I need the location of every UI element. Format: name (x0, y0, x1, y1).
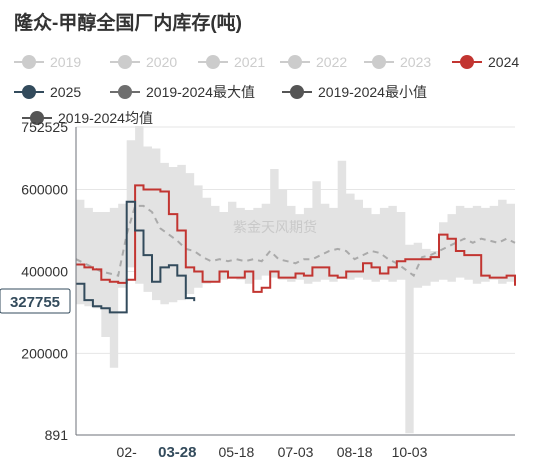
series-line-2025 (76, 200, 196, 314)
legend-circle-icon (14, 55, 44, 69)
legend-item-2020[interactable]: 2020 (110, 52, 177, 72)
legend-item-2019-2024最大值[interactable]: 2019-2024最大值 (110, 82, 255, 102)
legend-label: 2023 (400, 54, 432, 70)
legend-item-2025[interactable]: 2025 (14, 82, 81, 102)
x-tick-label: 07-03 (278, 444, 314, 460)
legend-circle-icon (364, 55, 394, 69)
legend-circle-icon (452, 55, 482, 69)
watermark-text: 紫金天风期货 (233, 219, 317, 235)
legend-item-2022[interactable]: 2022 (280, 52, 347, 72)
legend-item-2021[interactable]: 2021 (198, 52, 265, 72)
legend-circle-icon (280, 55, 310, 69)
y-axis-pointer-label: 327755 (10, 294, 60, 311)
legend-item-2024[interactable]: 2024 (452, 52, 519, 72)
legend-label: 2019 (50, 54, 82, 70)
chart-title: 隆众-甲醇全国厂内库存(吨) (14, 13, 242, 34)
y-tick-label: 752525 (21, 119, 68, 135)
legend-circle-icon (110, 55, 140, 69)
legend-item-2019[interactable]: 2019 (14, 52, 81, 72)
y-tick-label: 600000 (21, 182, 68, 198)
legend-circle-icon (22, 111, 52, 125)
y-tick-label: 891 (45, 427, 69, 443)
legend-item-2023[interactable]: 2023 (364, 52, 431, 72)
legend-item-2019-2024均值[interactable]: 2019-2024均值 (22, 108, 153, 128)
range-band (76, 126, 515, 434)
y-tick-label: 200000 (21, 345, 68, 361)
legend-label: 2024 (488, 54, 520, 70)
legend-circle-icon (198, 55, 228, 69)
legend-label: 2022 (316, 54, 348, 70)
x-tick-label: 10-03 (392, 444, 428, 460)
legend-circle-icon (110, 85, 140, 99)
y-tick-label: 400000 (21, 263, 68, 279)
legend-circle-icon (282, 85, 312, 99)
legend-label: 2025 (50, 84, 82, 100)
legend-label: 2020 (146, 54, 178, 70)
legend-label: 2019-2024最小值 (318, 84, 427, 100)
x-tick-label: 02- (117, 444, 138, 460)
legend-circle-icon (14, 85, 44, 99)
legend-label: 2019-2024最大值 (146, 84, 255, 100)
average-line (75, 204, 516, 278)
x-tick-label: 05-18 (218, 444, 254, 460)
series-line-2024 (76, 184, 516, 293)
legend-item-2019-2024最小值[interactable]: 2019-2024最小值 (282, 82, 427, 102)
legend-label: 2021 (234, 54, 266, 70)
x-tick-label: 08-18 (337, 444, 373, 460)
x-axis-pointer-label: 03-28 (158, 444, 196, 461)
legend-label: 2019-2024均值 (58, 110, 153, 126)
y-axis-pointer-box (0, 288, 71, 314)
